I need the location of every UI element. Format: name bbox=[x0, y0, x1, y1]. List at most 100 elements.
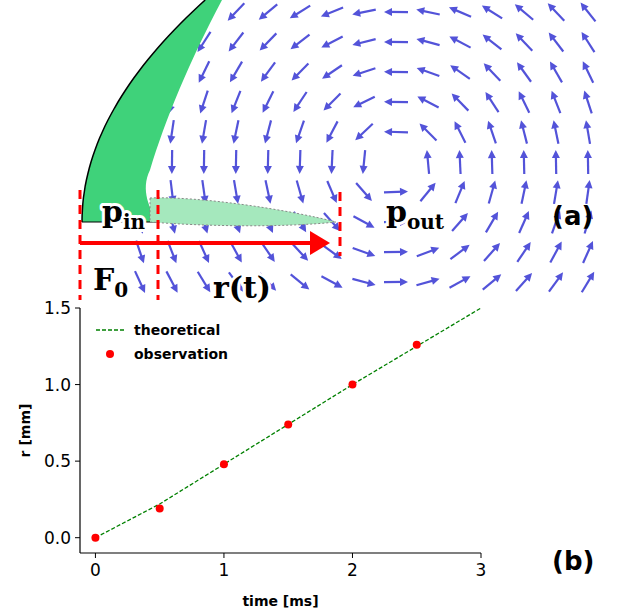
field-arrow-head bbox=[587, 272, 595, 281]
field-arrow-head bbox=[334, 280, 343, 287]
field-arrow-head bbox=[492, 243, 500, 252]
field-arrow-head bbox=[520, 150, 528, 158]
field-arrow-head bbox=[297, 195, 305, 204]
field-arrow-head bbox=[352, 39, 361, 47]
field-arrow-head bbox=[582, 32, 590, 41]
panel-b: 01230.00.51.01.5time [ms]r [mm]theoretic… bbox=[17, 298, 486, 609]
label-main: p bbox=[386, 194, 407, 229]
field-arrow-head bbox=[400, 248, 408, 256]
field-arrow-head bbox=[234, 254, 241, 263]
x-tick-label: 3 bbox=[476, 560, 487, 580]
field-arrow-head bbox=[420, 124, 428, 132]
field-arrow-head bbox=[169, 225, 177, 234]
field-arrow-head bbox=[489, 180, 497, 189]
field-arrow-head bbox=[203, 283, 211, 292]
field-arrow-head bbox=[487, 121, 495, 130]
field-arrow-head bbox=[550, 62, 557, 71]
observation-point bbox=[156, 505, 164, 513]
series-line bbox=[95, 308, 481, 538]
label-main: F bbox=[93, 262, 114, 297]
field-arrow-head bbox=[199, 74, 206, 83]
field-arrow-head bbox=[524, 273, 532, 282]
y-tick-label: 1.0 bbox=[44, 375, 71, 395]
fluid-film bbox=[82, 0, 222, 222]
field-arrow-head bbox=[290, 11, 299, 19]
field-arrow-head bbox=[355, 132, 364, 140]
field-arrow-head bbox=[483, 35, 492, 43]
panel-label: (b) bbox=[552, 546, 594, 576]
field-arrow-head bbox=[228, 12, 236, 21]
x-tick-label: 1 bbox=[219, 560, 230, 580]
legend: theoreticalobservation bbox=[96, 322, 228, 362]
field-arrow-head bbox=[330, 194, 337, 203]
legend-label: observation bbox=[134, 346, 228, 362]
field-arrow-head bbox=[417, 96, 426, 103]
field-arrow-head bbox=[168, 166, 176, 174]
field-arrow-head bbox=[296, 166, 304, 174]
field-arrow-head bbox=[456, 150, 464, 158]
wall-curve bbox=[82, 0, 205, 222]
x-axis bbox=[80, 552, 481, 553]
x-tick bbox=[95, 553, 96, 558]
y-tick bbox=[75, 461, 80, 462]
field-arrow-head bbox=[553, 180, 561, 189]
field-arrow-head bbox=[522, 211, 529, 220]
field-arrow-head bbox=[199, 135, 207, 144]
field-arrow-head bbox=[367, 279, 376, 287]
field-arrow-head bbox=[430, 247, 439, 254]
field-arrow-head bbox=[200, 166, 208, 174]
field-arrow-head bbox=[230, 73, 237, 82]
y-tick bbox=[75, 537, 80, 538]
field-arrow-head bbox=[259, 11, 268, 19]
field-arrow-head bbox=[321, 40, 330, 47]
panel-label: (a) bbox=[552, 201, 593, 231]
y-tick bbox=[75, 384, 80, 385]
field-arrow-head bbox=[417, 67, 426, 75]
y-axis bbox=[79, 308, 80, 553]
observation-point bbox=[348, 381, 356, 389]
field-arrow-head bbox=[523, 242, 531, 251]
field-arrow-head bbox=[138, 254, 146, 263]
field-arrow-head bbox=[515, 4, 524, 12]
field-arrow-head bbox=[384, 128, 392, 136]
field-arrow-head bbox=[366, 220, 375, 227]
field-arrow-head bbox=[548, 3, 556, 12]
observation-point bbox=[284, 420, 292, 428]
field-arrow-head bbox=[583, 61, 590, 70]
field-arrow-head bbox=[493, 274, 502, 282]
field-arrow-head bbox=[555, 272, 563, 281]
field-arrow-head bbox=[322, 71, 331, 79]
field-arrow-head bbox=[581, 3, 589, 12]
field-arrow-head bbox=[231, 135, 239, 144]
field-arrow-head bbox=[324, 102, 332, 110]
field-arrow-head bbox=[484, 63, 492, 72]
diagram-label: pout bbox=[386, 194, 445, 234]
field-arrow-head bbox=[400, 278, 408, 286]
field-arrow-head bbox=[326, 134, 333, 143]
field-arrow-head bbox=[424, 150, 432, 158]
label-sub: 0 bbox=[114, 278, 128, 302]
field-arrow-head bbox=[416, 7, 425, 15]
field-arrow-head bbox=[263, 135, 271, 144]
field-arrow-head bbox=[488, 150, 496, 158]
y-tick-label: 0.5 bbox=[44, 451, 71, 471]
field-arrow-head bbox=[267, 253, 275, 262]
y-tick-label: 1.5 bbox=[44, 298, 71, 318]
diagram-label: F0 bbox=[93, 262, 128, 302]
x-tick bbox=[481, 553, 482, 558]
field-arrow-head bbox=[585, 180, 593, 188]
field-arrow-head bbox=[450, 65, 459, 73]
field-arrow-head bbox=[261, 73, 269, 82]
field-arrow-head bbox=[586, 241, 593, 250]
field-arrow-head bbox=[353, 69, 362, 77]
field-arrow-head bbox=[460, 213, 468, 222]
field-arrow-head bbox=[549, 32, 557, 41]
observation-point bbox=[413, 341, 421, 349]
label-main: r(t) bbox=[213, 270, 271, 305]
field-arrow-head bbox=[292, 72, 300, 81]
field-arrow-head bbox=[458, 181, 465, 190]
field-arrow-head bbox=[519, 120, 527, 129]
field-arrow-head bbox=[517, 62, 525, 71]
field-arrow-head bbox=[431, 277, 440, 285]
field-arrow-head bbox=[551, 120, 559, 129]
